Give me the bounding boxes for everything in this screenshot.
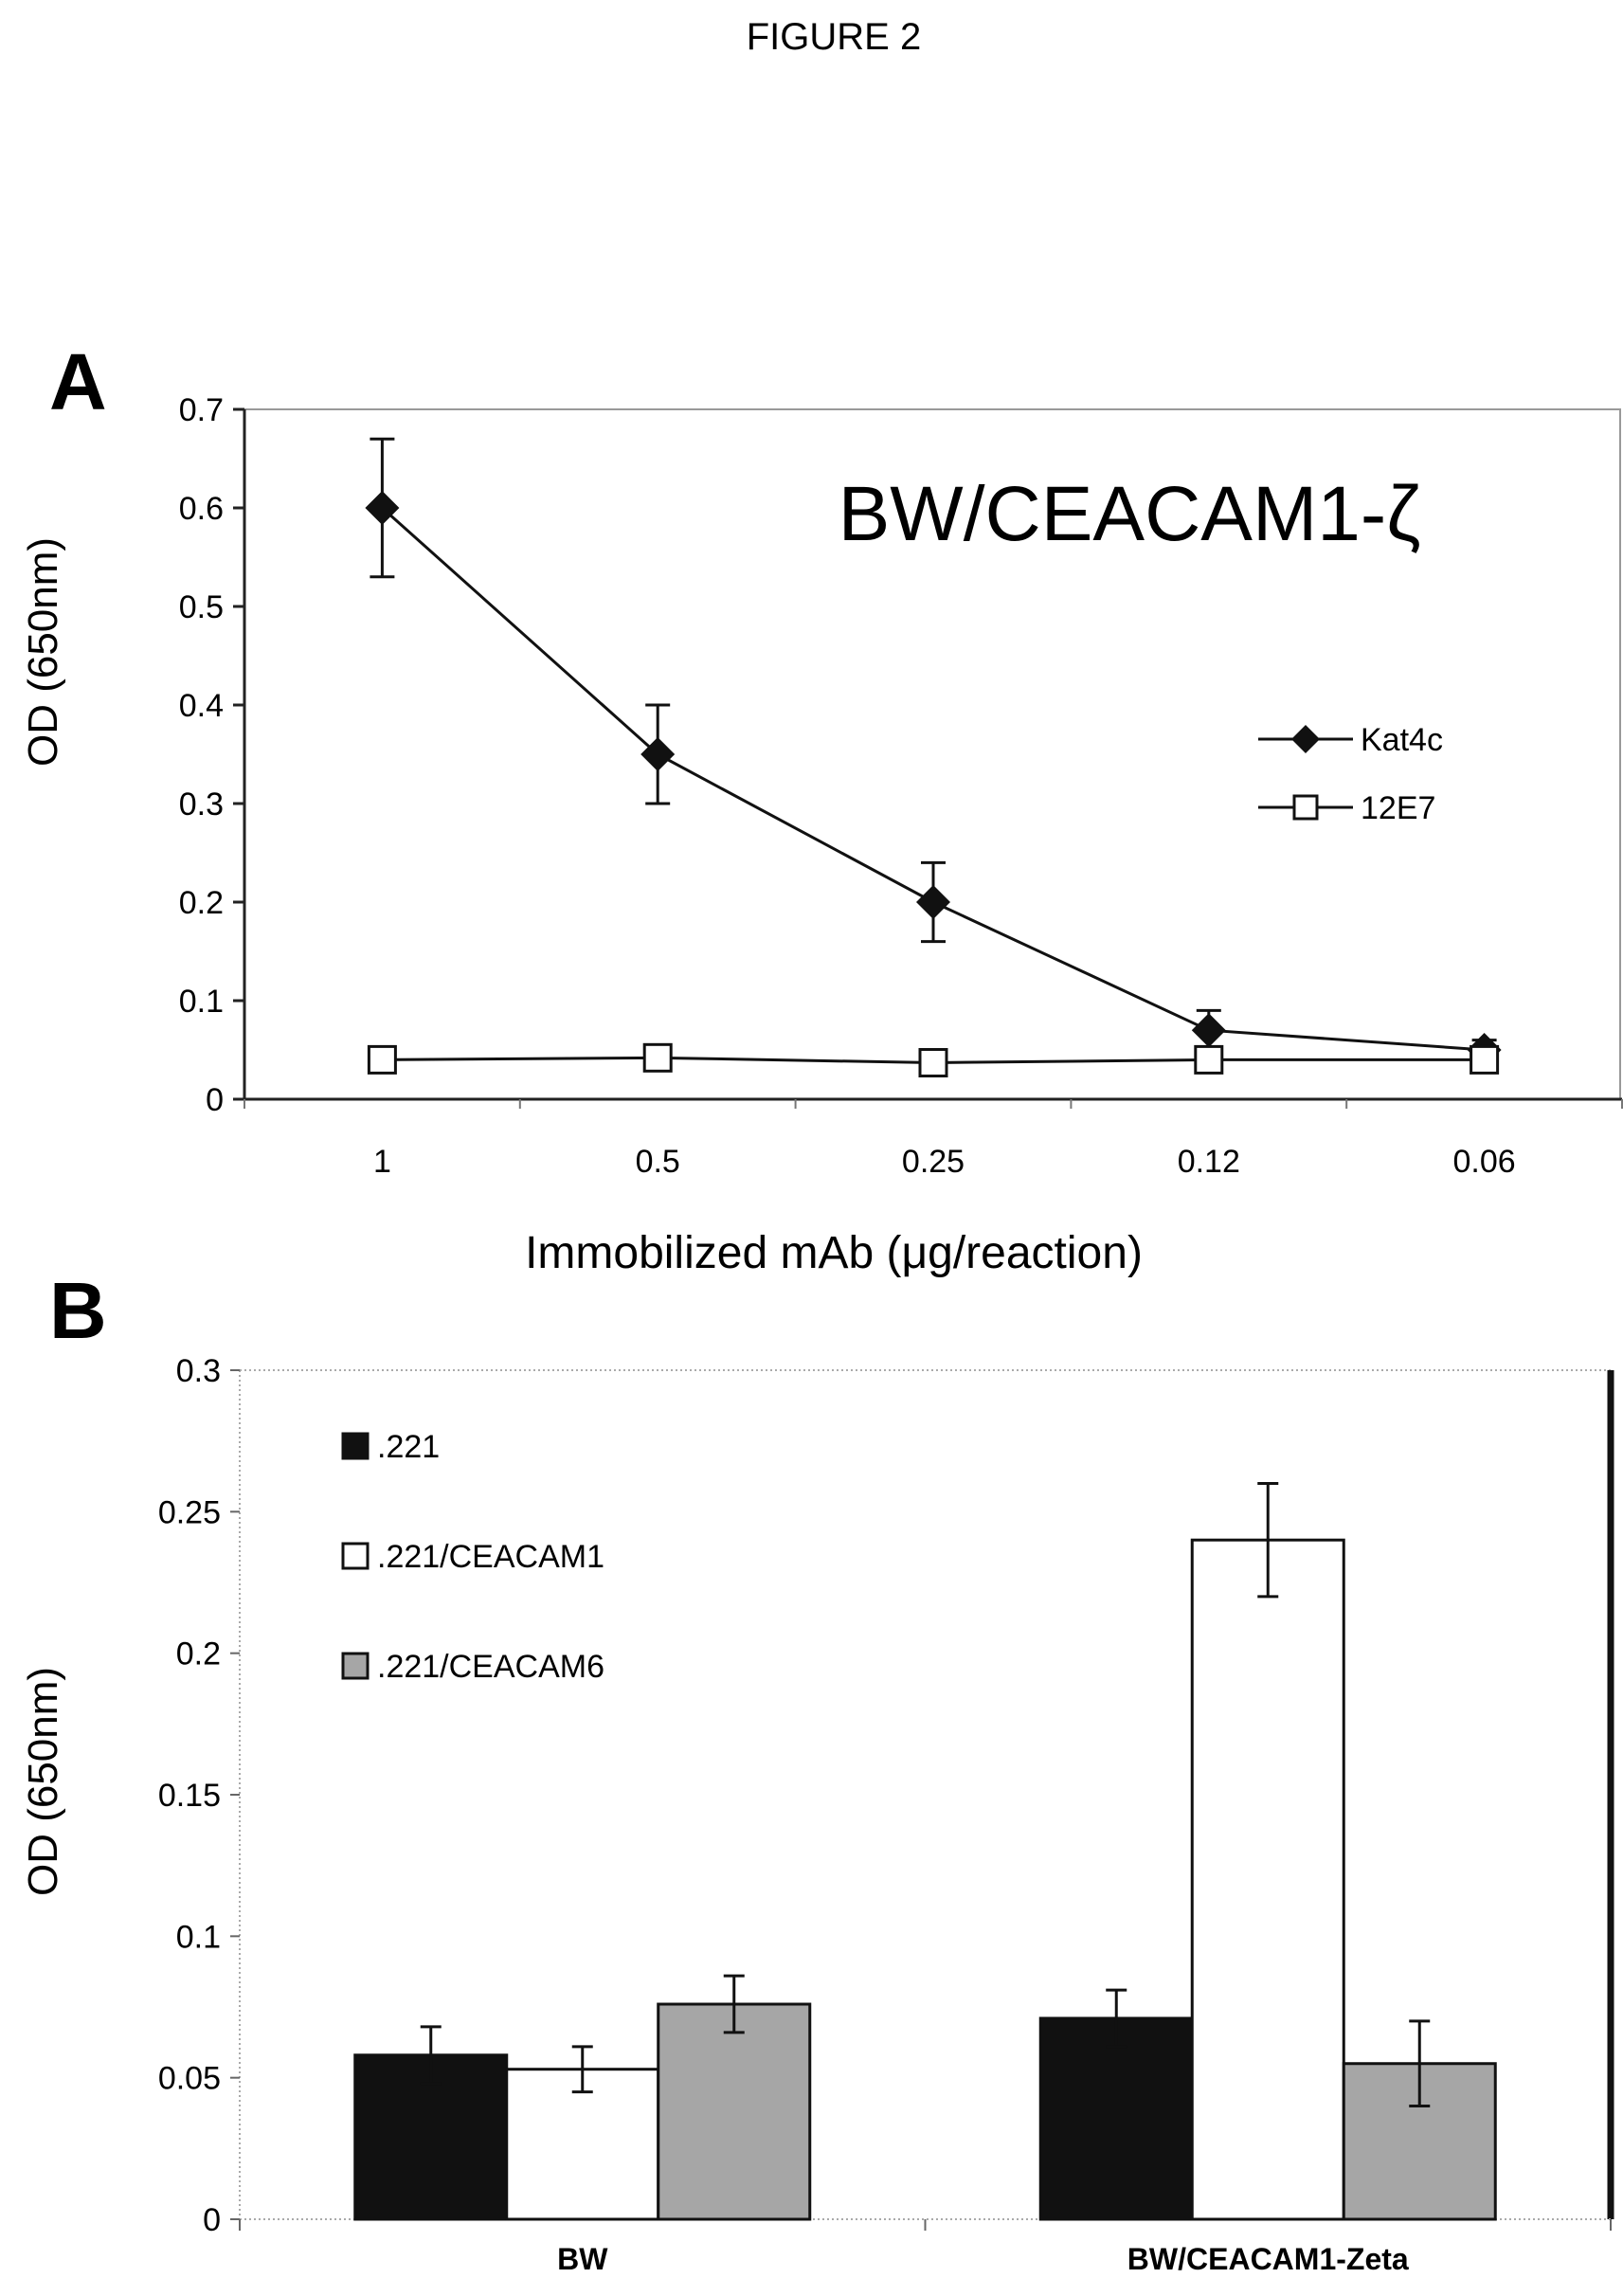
panel-a-x-tick-label: 0.06 [1453, 1144, 1516, 1180]
panel-b-y-tick-label: 0.15 [158, 1778, 221, 1814]
panel-a-plot-title: BW/CEACAM1-ζ [839, 471, 1421, 557]
panel-b-legend-swatch [341, 1432, 370, 1460]
panel-a-x-tick-label: 1 [373, 1144, 391, 1180]
panel-b-y-tick-label: 0.3 [176, 1353, 221, 1389]
panel-b-legend-label: .221 [377, 1429, 440, 1465]
panel-a-y-tick-label: 0.2 [179, 885, 224, 921]
panel-b-letter: B [49, 1266, 107, 1355]
panel-b-category-label: BW/CEACAM1-Zeta [1127, 2242, 1409, 2276]
panel-a-y-tick-label: 0.7 [179, 392, 224, 428]
panel-b-y-tick-label: 0.1 [176, 1919, 221, 1955]
panel-a-y-tick-label: 0.3 [179, 786, 224, 823]
panel-b-legend-label: .221/CEACAM6 [377, 1649, 604, 1685]
panel-a-data-point [640, 737, 676, 771]
panel-b-bar [657, 2002, 812, 2221]
panel-a-y-axis-label: OD (650nm) [20, 537, 66, 767]
panel-a-x-tick-label: 0.25 [902, 1144, 965, 1180]
panel-b-chart: B OD (650nm) 0 0.05 0.1 0.15 0.2 0.25 0.3 BW BW/… [20, 1266, 1614, 2276]
panel-a-y-tick-label: 0.4 [179, 688, 224, 724]
panel-b-legend-swatch [341, 1652, 370, 1680]
panel-b-y-tick-label: 0.05 [158, 2061, 221, 2097]
panel-a-data-point [1194, 1044, 1224, 1075]
panel-a-y-tick-label: 0.5 [179, 589, 224, 625]
panel-a-y-tick-label: 0.6 [179, 491, 224, 527]
panel-a-data-point [367, 1044, 397, 1075]
panel-b-category-label: BW [557, 2242, 608, 2276]
panel-a-data-point [916, 885, 950, 919]
panel-b-legend-label: .221/CEACAM1 [377, 1539, 604, 1575]
panel-a-x-axis-label: Immobilized mAb (μg/reaction) [525, 1228, 1143, 1278]
figure-title: FIGURE 2 [747, 16, 921, 58]
panel-b-bar [1038, 2016, 1194, 2221]
panel-b-y-tick-label: 0.2 [176, 1636, 221, 1672]
panel-b-y-axis-label: OD (650nm) [20, 1667, 66, 1896]
panel-b-y-tick-label: 0.25 [158, 1494, 221, 1530]
panel-b-bar [1190, 1538, 1345, 2221]
panel-a-data-point [1470, 1044, 1500, 1075]
panel-a-legend-label: Kat4c [1361, 722, 1443, 758]
panel-a-x-tick-label: 0.5 [636, 1144, 680, 1180]
panel-a-chart: A OD (650nm) Immobilized mAb (μg/reactio… [20, 337, 1623, 1278]
panel-a-legend-marker [1292, 794, 1319, 821]
panel-a-series-line [381, 506, 1485, 1052]
panel-a-legend-marker [1291, 725, 1320, 753]
panel-a-legend-label: 12E7 [1361, 790, 1435, 826]
panel-a-data-point [642, 1042, 673, 1073]
panel-b-legend-swatch [341, 1542, 370, 1570]
panel-a-data-point [918, 1048, 948, 1078]
panel-a-data-point [365, 491, 400, 525]
panel-a-x-tick-label: 0.12 [1178, 1144, 1240, 1180]
panel-a-y-tick-label: 0 [206, 1082, 224, 1118]
panel-b-y-tick-label: 0 [203, 2202, 221, 2238]
panel-a-y-tick-label: 0.1 [179, 984, 224, 1020]
panel-a-letter: A [49, 337, 107, 426]
panel-a-data-point [1191, 1013, 1226, 1048]
